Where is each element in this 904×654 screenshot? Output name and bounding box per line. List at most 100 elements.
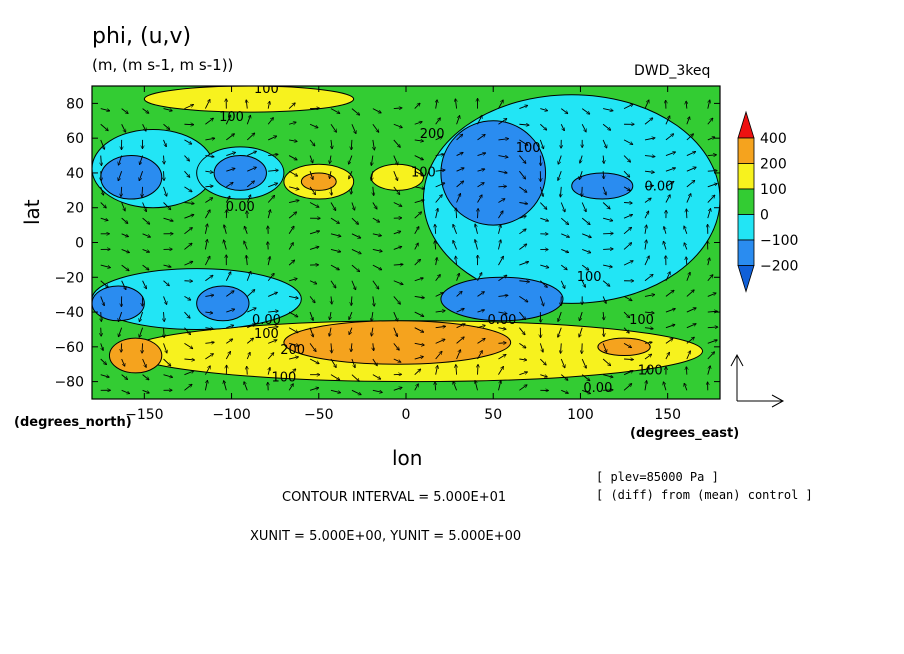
wind-vector: [224, 381, 227, 391]
wind-vector: [560, 280, 565, 289]
wind-vector: [351, 264, 360, 271]
wind-vector: [288, 311, 298, 317]
wind-vector: [349, 155, 353, 164]
y-axis-label: lat: [20, 199, 44, 225]
wind-vector: [435, 195, 442, 203]
wind-vector: [351, 389, 361, 394]
wind-vector: [373, 186, 374, 195]
wind-vector: [205, 275, 212, 282]
wind-vector: [267, 118, 273, 125]
wind-vector: [330, 202, 336, 211]
wind-vector: [539, 202, 546, 210]
wind-vector: [602, 186, 606, 195]
wind-vector: [184, 243, 191, 250]
wind-vector: [309, 296, 315, 302]
wind-vector: [579, 171, 583, 179]
wind-vector: [414, 357, 424, 360]
wind-vector: [246, 352, 250, 360]
colorbar-extend-bottom: [737, 265, 755, 293]
wind-vector: [456, 153, 463, 156]
wind-vector: [414, 170, 424, 176]
wind-vector: [624, 359, 633, 360]
wind-vector: [288, 243, 293, 250]
wind-vector: [707, 352, 715, 360]
wind-vector: [540, 264, 548, 267]
wind-vector: [246, 195, 250, 203]
colorbar-swatch: [737, 163, 755, 190]
wind-vector: [663, 382, 667, 391]
wind-vector: [351, 139, 352, 150]
wind-vector: [184, 296, 190, 300]
wind-vector: [539, 343, 543, 352]
wind-vector: [309, 343, 316, 351]
wind-vector: [164, 327, 165, 338]
wind-vector: [644, 138, 655, 141]
wind-vector: [289, 342, 299, 345]
wind-vector: [372, 108, 381, 113]
wind-vector: [623, 215, 632, 219]
wind-vector: [372, 358, 377, 366]
wind-vector: [435, 293, 444, 297]
wind-vector: [498, 225, 500, 234]
wind-vector: [644, 295, 654, 297]
wind-vector: [205, 342, 214, 343]
plev-annotation: [ plev=85000 Pa ]: [596, 470, 719, 484]
wind-vector: [288, 384, 293, 391]
contour-label: 0.00: [487, 313, 516, 328]
contour-region-positive-200: [597, 337, 651, 357]
wind-vector: [581, 374, 589, 381]
contour-label: 100: [219, 110, 244, 125]
y-tick-label: −60: [54, 340, 84, 356]
wind-vector: [663, 241, 667, 250]
wind-vector: [498, 211, 502, 219]
wind-vector: [560, 358, 565, 368]
wind-vector: [246, 181, 254, 188]
contour-region-positive-200: [300, 172, 337, 191]
wind-vector: [309, 311, 313, 320]
wind-vector: [686, 117, 690, 125]
wind-vector: [247, 167, 256, 172]
wind-vector: [579, 311, 583, 320]
wind-vector: [602, 296, 606, 303]
wind-vector: [100, 264, 111, 268]
wind-vector: [289, 357, 298, 360]
wind-vector: [393, 358, 401, 362]
wind-vector: [330, 155, 331, 164]
wind-vector: [204, 366, 210, 375]
wind-vector: [164, 171, 165, 180]
wind-vector: [163, 217, 173, 221]
y-tick-label: 60: [66, 131, 84, 147]
wind-vector: [205, 171, 212, 172]
contour-label: 0.00: [583, 381, 612, 396]
wind-vector: [707, 209, 711, 219]
wind-vector: [244, 241, 248, 250]
wind-vector: [351, 296, 352, 305]
wind-vector: [414, 278, 423, 282]
wind-vector: [498, 119, 506, 125]
wind-vector: [142, 374, 149, 380]
wind-vector: [519, 139, 527, 145]
wind-vector: [393, 296, 401, 304]
wind-vector: [371, 311, 372, 321]
wind-vector: [645, 225, 647, 234]
wind-vector: [204, 100, 209, 109]
colorbar-swatch: [737, 239, 755, 266]
wind-vector: [645, 240, 646, 250]
wind-vector: [393, 171, 398, 180]
wind-vector: [435, 209, 438, 219]
wind-vector: [477, 153, 486, 156]
wind-vector: [686, 351, 690, 360]
x-tick-label: 0: [402, 407, 411, 423]
wind-vector: [372, 234, 381, 236]
wind-vector: [456, 208, 457, 219]
wind-vector: [561, 343, 562, 353]
wind-vector: [100, 202, 106, 208]
wind-vector: [142, 343, 143, 353]
wind-vector: [163, 108, 173, 111]
contour-region-negative-200: [440, 120, 547, 226]
wind-vector: [351, 186, 352, 194]
wind-vector: [100, 217, 108, 220]
wind-vector: [351, 358, 355, 368]
wind-vector: [435, 382, 436, 391]
wind-vector: [331, 296, 332, 303]
